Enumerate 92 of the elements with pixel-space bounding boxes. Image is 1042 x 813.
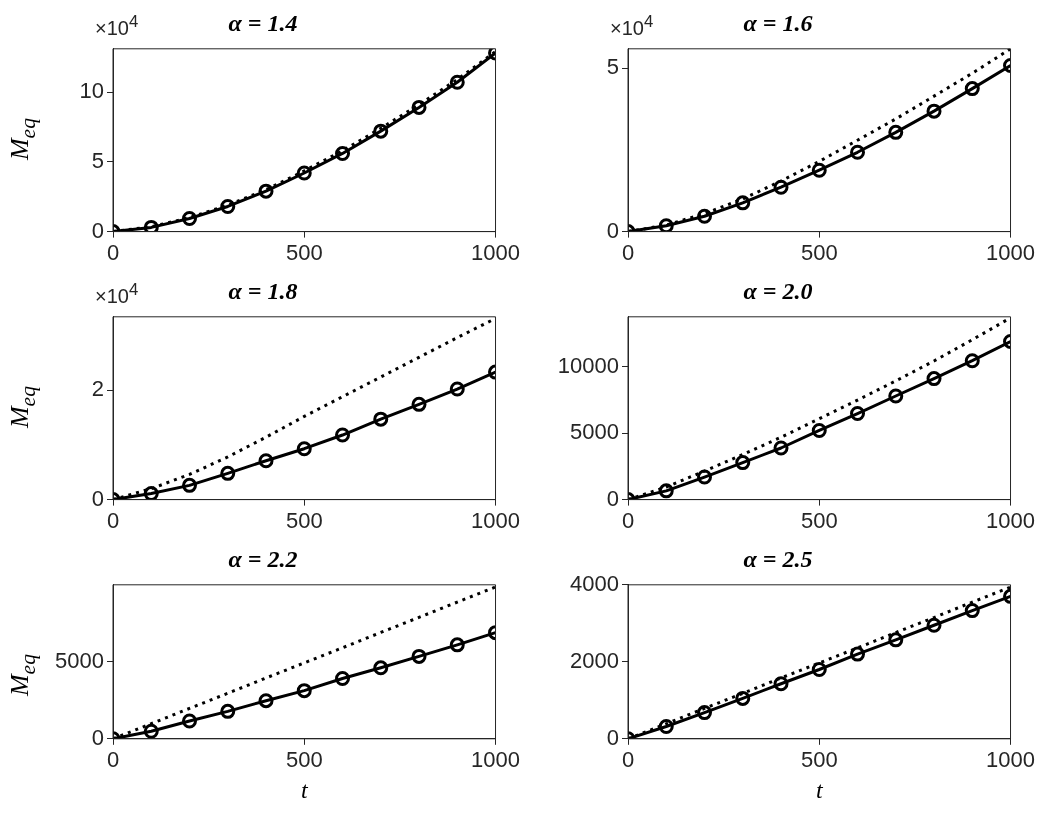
x-tick-label: 500 (285, 507, 323, 533)
point (697, 469, 713, 485)
y-tick-label: 5 (91, 147, 104, 173)
point (850, 406, 866, 422)
y-tick-label: 0 (606, 724, 619, 750)
point (182, 477, 198, 493)
y-tick-label: 5 (606, 54, 619, 80)
point (258, 183, 274, 199)
y-tick-label: 5000 (55, 647, 104, 673)
point (811, 422, 827, 438)
x-axis-title: t (300, 776, 309, 803)
chart-title: α = 2.5 (743, 545, 813, 572)
chart-title: α = 1.6 (743, 9, 813, 36)
y-tick-label: 0 (606, 485, 619, 511)
x-tick-label: 500 (800, 239, 838, 265)
y-tick-label: 2000 (570, 647, 619, 673)
point (773, 179, 789, 195)
y-tick-label: 0 (91, 485, 104, 511)
point (449, 637, 465, 653)
y-tick-label: 0 (91, 724, 104, 750)
y-tick-label: 5000 (570, 419, 619, 445)
point (335, 145, 351, 161)
point (735, 690, 751, 706)
point (373, 123, 389, 139)
point (258, 453, 274, 469)
chart-title: α = 1.8 (228, 277, 298, 304)
point (658, 718, 674, 734)
x-tick-label: 1000 (986, 747, 1036, 773)
point (335, 427, 351, 443)
point (220, 198, 236, 214)
point (811, 162, 827, 178)
point (143, 219, 159, 232)
point (335, 670, 351, 686)
x-axis-title: t (815, 776, 824, 803)
x-tick-label: 1000 (986, 239, 1036, 265)
x-tick-label: 1000 (471, 507, 521, 533)
x-tick-label: 500 (285, 239, 323, 265)
point (220, 465, 236, 481)
x-tick-label: 500 (800, 747, 838, 773)
y-tick-label: 0 (91, 217, 104, 243)
point (697, 208, 713, 224)
chart-title: α = 2.0 (743, 277, 813, 304)
point (964, 353, 980, 369)
x-tick-label: 1000 (471, 747, 521, 773)
text: ×10$^{4}$ (95, 280, 139, 308)
y-tick-label: 10000 (557, 353, 619, 379)
point (926, 617, 942, 633)
point (143, 723, 159, 739)
point (697, 705, 713, 721)
y-tick-label: 10 (79, 78, 104, 104)
chart-title: α = 1.4 (228, 9, 298, 36)
x-tick-label: 500 (800, 507, 838, 533)
point (411, 99, 427, 115)
point (182, 210, 198, 226)
point (888, 632, 904, 648)
point (964, 81, 980, 97)
point (258, 693, 274, 709)
point (964, 603, 980, 619)
point (373, 660, 389, 676)
point (373, 411, 389, 427)
point (811, 662, 827, 677)
point (182, 713, 198, 729)
point (888, 124, 904, 140)
point (773, 676, 789, 692)
point (411, 396, 427, 412)
point (296, 441, 312, 457)
point (296, 683, 312, 699)
point (926, 103, 942, 119)
x-tick-label: 1000 (471, 239, 521, 265)
x-tick-label: 1000 (986, 507, 1036, 533)
y-tick-label: 2 (91, 376, 104, 402)
chart-title: α = 2.2 (228, 545, 298, 572)
x-tick-label: 500 (285, 747, 323, 773)
text: ×10$^{4}$ (610, 12, 654, 40)
point (658, 483, 674, 499)
y-tick-label: 4000 (570, 570, 619, 596)
point (926, 371, 942, 387)
point (449, 74, 465, 90)
point (735, 455, 751, 471)
point (773, 440, 789, 456)
point (735, 195, 751, 211)
text: ×10$^{4}$ (95, 12, 139, 40)
y-tick-label: 0 (606, 217, 619, 243)
point (143, 486, 159, 500)
point (850, 646, 866, 662)
point (411, 648, 427, 664)
point (888, 388, 904, 404)
point (449, 381, 465, 397)
point (658, 218, 674, 232)
point (296, 165, 312, 181)
point (220, 703, 236, 719)
point (850, 144, 866, 160)
